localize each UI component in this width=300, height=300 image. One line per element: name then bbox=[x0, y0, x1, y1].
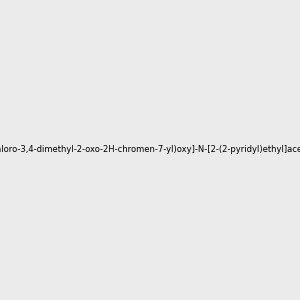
Text: 2-[(6-chloro-3,4-dimethyl-2-oxo-2H-chromen-7-yl)oxy]-N-[2-(2-pyridyl)ethyl]aceta: 2-[(6-chloro-3,4-dimethyl-2-oxo-2H-chrom… bbox=[0, 146, 300, 154]
